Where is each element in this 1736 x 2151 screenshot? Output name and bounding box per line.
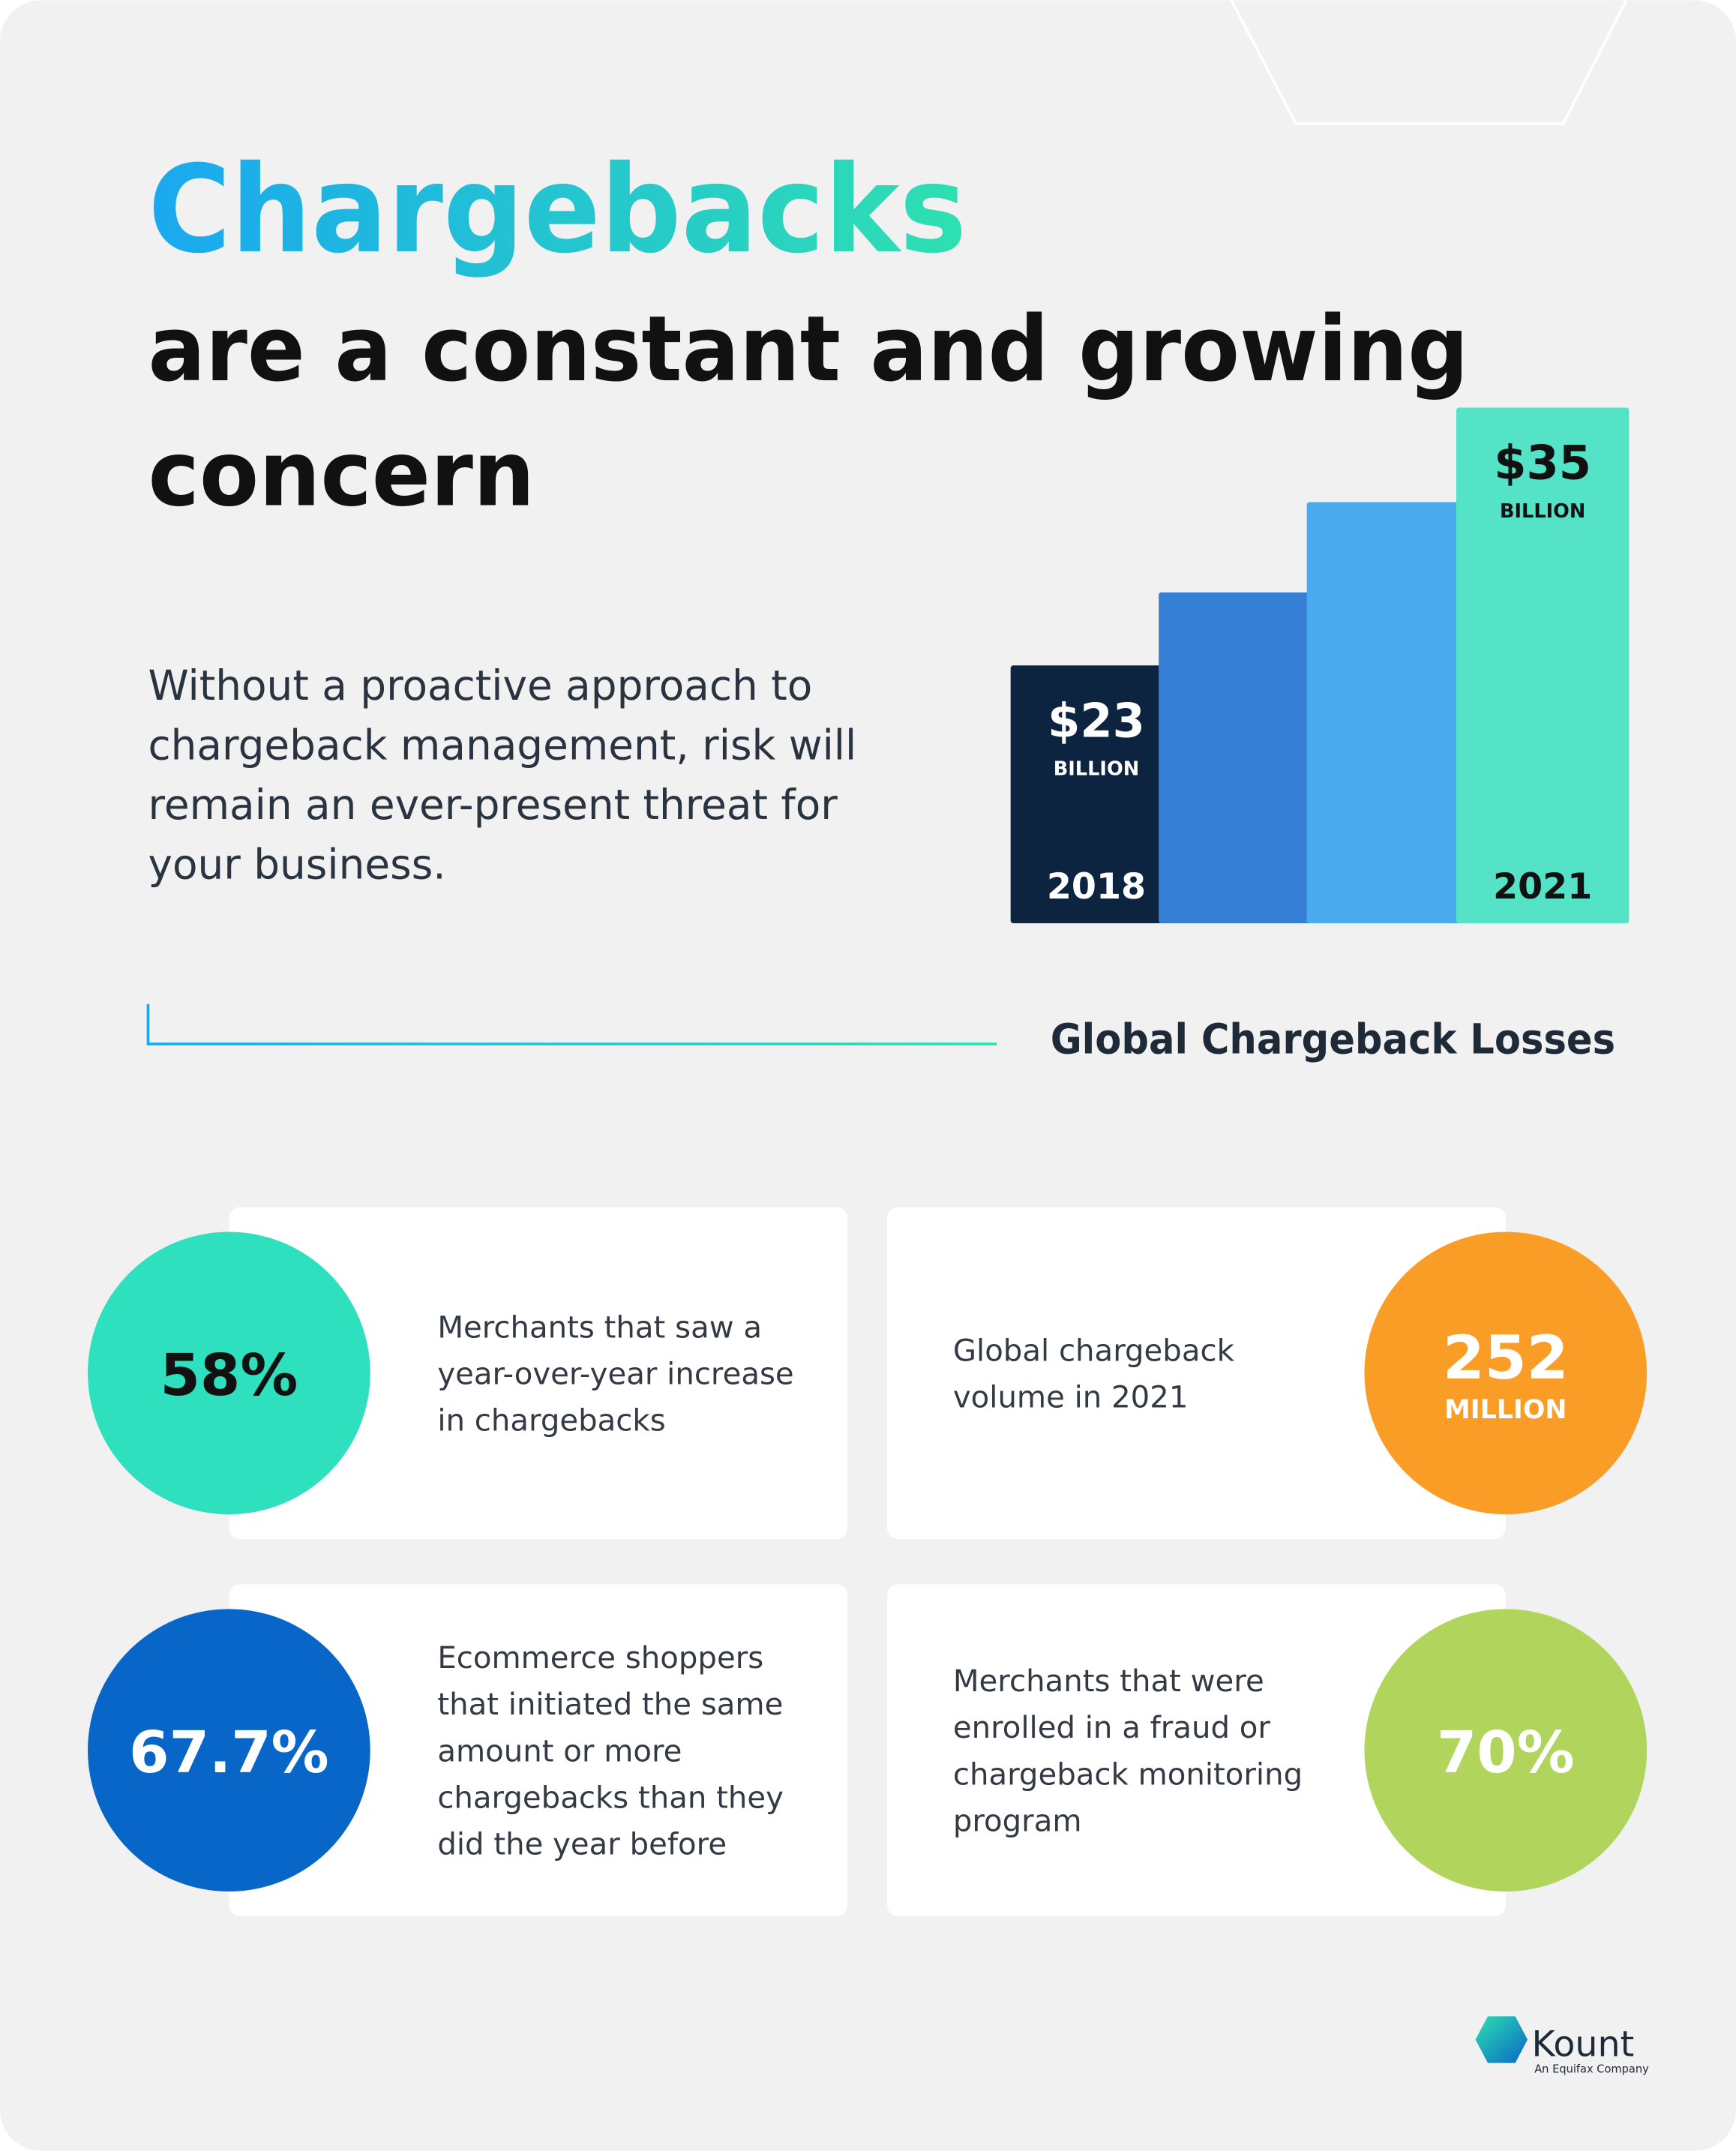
stat-card: 70% Merchants that were enrolled in a frau… — [887, 1584, 1648, 1916]
stat-description: in chargebacks — [437, 1404, 665, 1438]
bar — [1010, 665, 1183, 924]
body-text: remain an ever-present threat for — [148, 781, 838, 829]
logo-icon — [1475, 2016, 1528, 2063]
bar — [1159, 592, 1330, 924]
stat-description: amount or more — [437, 1734, 682, 1768]
value-unit: BILLION — [1500, 500, 1585, 523]
card — [887, 1207, 1506, 1540]
stat-description: program — [953, 1804, 1082, 1839]
stat-description: Global chargeback — [953, 1334, 1235, 1368]
stat-description: Ecommerce shoppers — [437, 1641, 763, 1676]
stat-card: 58% Merchants that saw a year-over-year in… — [88, 1207, 848, 1540]
stat-value: 58% — [160, 1342, 298, 1409]
stat-circle — [1364, 1232, 1648, 1515]
chart-title: Global Chargeback Losses — [1051, 1016, 1615, 1064]
value-unit: BILLION — [1054, 758, 1139, 781]
bar — [1306, 502, 1479, 924]
card — [229, 1207, 848, 1540]
stat-description: did the year before — [437, 1828, 727, 1862]
subtitle: are a constant and growing — [148, 297, 1468, 402]
body-text: chargeback management, risk will — [148, 722, 856, 770]
x-tick-label: 2018 — [1047, 866, 1146, 908]
card — [229, 1584, 848, 1916]
stat-description: chargeback monitoring — [953, 1757, 1303, 1792]
subtitle: concern — [148, 422, 535, 526]
stat-description: chargebacks than they — [437, 1780, 784, 1815]
stat-value: 70% — [1437, 1720, 1575, 1786]
stat-card: 67.7% Ecommerce shoppers that initiated th… — [88, 1584, 848, 1916]
stat-unit: MILLION — [1444, 1395, 1567, 1425]
stat-description: volume in 2021 — [953, 1381, 1189, 1415]
logo: Kount An Equifax Company — [1475, 2016, 1649, 2075]
value-label: $23 — [1048, 693, 1145, 748]
body-text: Without a proactive approach to — [148, 662, 812, 710]
stat-value: 252 — [1443, 1322, 1569, 1393]
logo-name: Kount — [1532, 2024, 1635, 2065]
stat-value: 67.7% — [129, 1720, 328, 1786]
stat-description: enrolled in a fraud or — [953, 1711, 1271, 1745]
card — [887, 1584, 1506, 1916]
stat-description: Merchants that were — [953, 1664, 1264, 1699]
title: Chargebacks — [148, 140, 967, 280]
value-label: $35 — [1494, 436, 1591, 490]
stat-circle — [88, 1232, 370, 1515]
stat-description: that initiated the same — [437, 1688, 783, 1722]
hexagon-outline — [1230, 0, 1628, 125]
logo-tagline: An Equifax Company — [1534, 2062, 1649, 2075]
body-text: your business. — [148, 841, 445, 889]
bar — [1456, 407, 1630, 924]
stat-description: year-over-year increase — [437, 1357, 793, 1391]
stat-circle — [88, 1609, 370, 1892]
divider — [146, 1004, 997, 1046]
stat-circle — [1364, 1609, 1648, 1892]
x-tick-label: 2021 — [1493, 866, 1592, 908]
stat-description: Merchants that saw a — [437, 1310, 762, 1345]
